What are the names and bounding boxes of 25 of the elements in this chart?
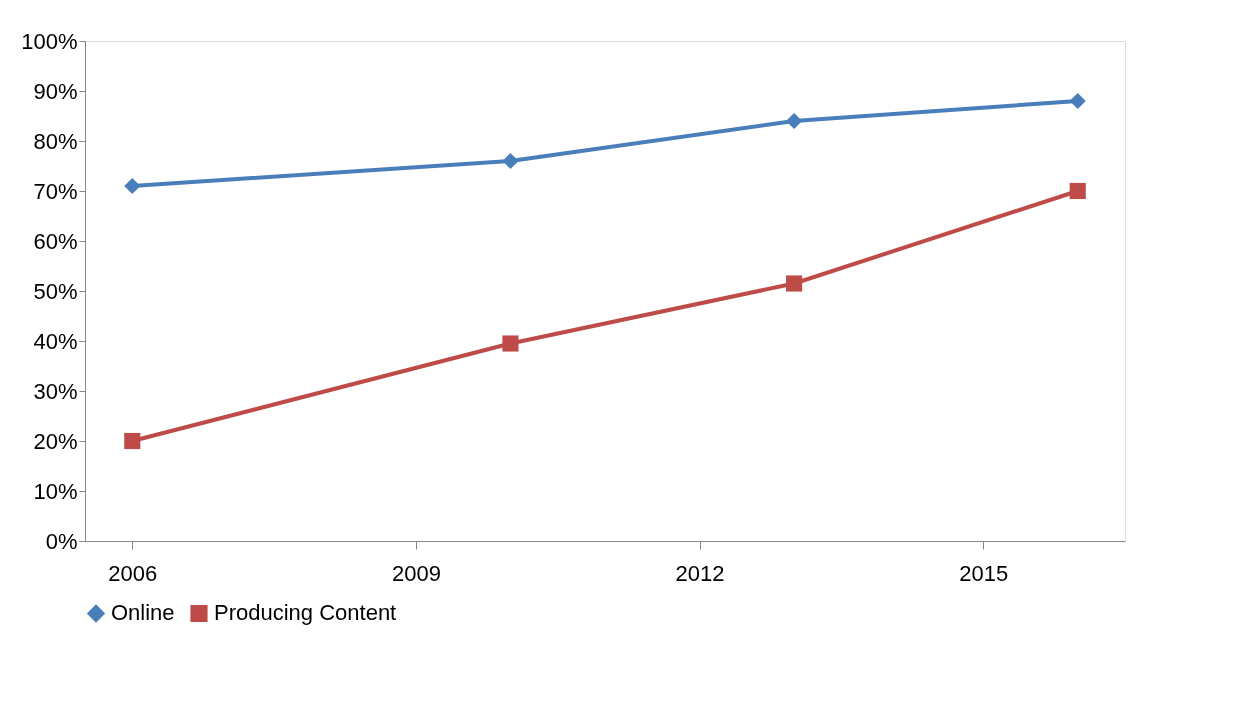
point: [1069, 182, 1086, 200]
y-tick-label: 20%: [33, 428, 78, 454]
y-tick-label: 10%: [33, 478, 78, 504]
point: [1069, 92, 1086, 110]
y-tick-label: 70%: [33, 178, 78, 204]
x-tick-label: 2015: [959, 560, 1009, 586]
point: [786, 112, 803, 130]
x-tick-label: 2012: [675, 560, 725, 586]
y-tick-label: 60%: [33, 228, 78, 254]
y-tick-label: 100%: [21, 28, 78, 54]
y-tick-label: 30%: [33, 378, 78, 404]
y-tick-label: 0%: [45, 528, 78, 554]
legend-label: Producing Content: [214, 600, 397, 626]
point: [502, 152, 519, 170]
point: [124, 177, 141, 195]
y-tick-label: 50%: [33, 278, 78, 304]
point: [786, 275, 803, 292]
x-tick-label: 2009: [391, 560, 441, 586]
legend-label: Online: [111, 600, 175, 626]
y-tick-label: 90%: [33, 78, 78, 104]
point: [124, 432, 141, 450]
y-tick-label: 80%: [33, 128, 78, 154]
x-tick-label: 2006: [108, 560, 158, 586]
y-tick-label: 40%: [33, 328, 78, 354]
point: [502, 335, 519, 352]
